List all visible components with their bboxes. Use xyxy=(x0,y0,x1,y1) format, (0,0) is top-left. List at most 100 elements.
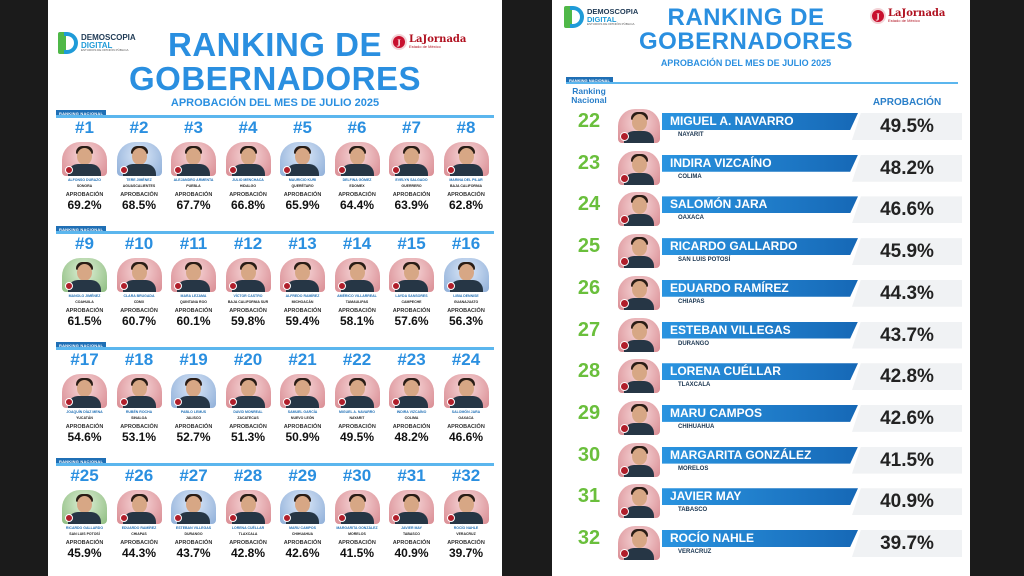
governor-name: RUBÉN ROCHA xyxy=(125,410,153,414)
governor-photo xyxy=(62,258,107,292)
governor-state: BAJA CALIFORNIA SUR xyxy=(227,300,269,304)
approval-percent: 48.2% xyxy=(880,157,934,179)
governor-card: #2 TERE JIMÉNEZ AGUASCALIENTES APROBACIÓN 68… xyxy=(113,118,166,224)
party-logo-icon xyxy=(620,298,629,308)
governor-state: DURANGO xyxy=(184,532,203,536)
party-logo-icon xyxy=(228,398,237,406)
approval-percent: 42.8% xyxy=(230,546,266,560)
rank-number: #24 xyxy=(451,350,481,369)
rank-number: #4 xyxy=(238,118,258,137)
approval-label: APROBACIÓN xyxy=(65,192,104,198)
ranking-row: 31 JAVIER MAY TABASCO 40.9% xyxy=(552,483,970,523)
governor-state: SAN LUIS POTOSÍ xyxy=(69,532,100,536)
approval-label: APROBACIÓN xyxy=(229,540,267,546)
rank-number: 32 xyxy=(577,527,601,549)
governor-card: #14 AMÉRICO VILLARREAL TAMAULIPAS APROBACIÓ… xyxy=(331,234,384,340)
party-logo-icon xyxy=(283,514,291,522)
party-logo-icon xyxy=(446,514,455,522)
ranking-row: 28 LORENA CUÉLLAR TLAXCALA 42.8% xyxy=(552,358,970,398)
ranking-row: 25 RICARDO GALLARDO SAN LUIS POTOSÍ 45.9% xyxy=(552,233,970,273)
governor-name: MARU CAMPOS xyxy=(289,526,316,530)
name-bar xyxy=(662,488,858,506)
rank-number: #13 xyxy=(288,234,317,253)
name-bar xyxy=(662,530,858,547)
approval-box xyxy=(852,154,962,182)
approval-label: APROBACIÓN xyxy=(283,424,322,430)
governor-name: MAURICIO KURI xyxy=(288,178,317,182)
approval-label: APROBACIÓN xyxy=(120,424,158,430)
approval-percent: 42.6% xyxy=(880,407,934,429)
governor-name: ROCÍO NAHLE xyxy=(453,526,479,530)
approval-percent: 58.1% xyxy=(339,314,375,328)
party-logo-icon xyxy=(446,398,455,406)
partner-name-right: LaJornada xyxy=(888,8,946,19)
approval-percent: 60.1% xyxy=(176,314,211,328)
party-logo-icon xyxy=(620,507,629,517)
approval-percent: 54.6% xyxy=(67,430,102,444)
governor-photo xyxy=(171,258,216,292)
governor-state: YUCATÁN xyxy=(76,416,93,420)
governor-photo xyxy=(62,490,107,524)
rank-number: #7 xyxy=(402,118,421,137)
approval-label: APROBACIÓN xyxy=(65,308,104,314)
party-logo-icon xyxy=(283,398,291,406)
governor-name: MARU CAMPOS xyxy=(670,405,762,420)
governor-name: ALFREDO RAMÍREZ xyxy=(285,294,320,298)
name-bar xyxy=(662,404,858,422)
governor-photo xyxy=(334,142,380,176)
party-logo-icon xyxy=(337,166,346,174)
governor-photo xyxy=(171,490,216,524)
governor-photo xyxy=(443,490,489,524)
approval-label: APROBACIÓN xyxy=(338,424,376,430)
governor-photo xyxy=(618,442,660,477)
governor-state: HIDALGO xyxy=(239,184,257,188)
governor-card: #5 MAURICIO KURI QUERÉTARO APROBACIÓN 65.9% xyxy=(276,118,329,224)
governor-photo xyxy=(62,374,107,408)
approval-label: APROBACIÓN xyxy=(65,424,104,430)
rank-number: #26 xyxy=(124,466,154,485)
rank-number: #10 xyxy=(124,234,154,253)
approval-label: APROBACIÓN xyxy=(174,540,213,546)
ranking-row: 23 INDIRA VIZCAÍNO COLIMA 48.2% xyxy=(552,150,970,190)
rank-number: #6 xyxy=(347,118,367,137)
governor-state: TLAXCALA xyxy=(678,382,711,389)
governor-card: #22 MIGUEL A. NAVARRO NAYARIT APROBACIÓN 49.… xyxy=(331,350,384,456)
party-logo-icon xyxy=(620,423,629,433)
ranking-row: 26 EDUARDO RAMÍREZ CHIAPAS 44.3% xyxy=(552,275,970,315)
governor-photo xyxy=(443,142,489,176)
approval-label: APROBACIÓN xyxy=(174,424,213,430)
approval-percent: 63.9% xyxy=(394,198,429,212)
governor-photo xyxy=(62,142,107,176)
name-bar xyxy=(662,154,858,172)
governor-photo xyxy=(116,142,162,176)
approval-label: APROBACIÓN xyxy=(120,192,158,198)
governor-name: RICARDO GALLARDO xyxy=(670,239,798,254)
lajornada-seal-icon-right: J xyxy=(870,8,886,24)
governor-name: TERE JIMÉNEZ xyxy=(126,178,152,182)
approval-percent: 57.6% xyxy=(394,314,429,328)
governor-state: EDOMEX xyxy=(349,184,365,188)
governor-name: SALOMÓN JARA xyxy=(670,197,768,212)
governor-card: #6 DELFINA GÓMEZ EDOMEX APROBACIÓN 64.4% xyxy=(331,118,384,224)
party-logo-icon xyxy=(337,282,346,290)
party-logo-icon xyxy=(174,398,182,406)
governor-name: CLARA BRUGADA xyxy=(123,294,155,298)
governor-photo xyxy=(618,192,660,227)
party-logo-icon xyxy=(228,514,237,522)
party-logo-icon xyxy=(446,166,455,174)
governor-name: ALEJANDRO ARMENTA xyxy=(173,178,214,182)
approval-percent: 56.3% xyxy=(448,314,484,328)
ranking-row: 32 ROCÍO NAHLE VERACRUZ 39.7% xyxy=(552,525,970,565)
approval-percent: 62.8% xyxy=(448,198,484,212)
rank-number: #5 xyxy=(293,118,312,137)
approval-percent: 52.7% xyxy=(176,430,211,444)
governor-name: LORENA CUÉLLAR xyxy=(670,364,781,379)
approval-percent: 44.3% xyxy=(121,546,157,560)
governor-photo xyxy=(116,258,162,292)
governor-photo xyxy=(280,374,325,408)
ranking-row: 22 MIGUEL A. NAVARRO NAYARIT 49.5% xyxy=(552,108,970,148)
approval-percent: 61.5% xyxy=(67,314,102,328)
approval-label: APROBACIÓN xyxy=(120,540,158,546)
governor-state: VERACRUZ xyxy=(456,532,476,536)
approval-box xyxy=(852,363,962,391)
